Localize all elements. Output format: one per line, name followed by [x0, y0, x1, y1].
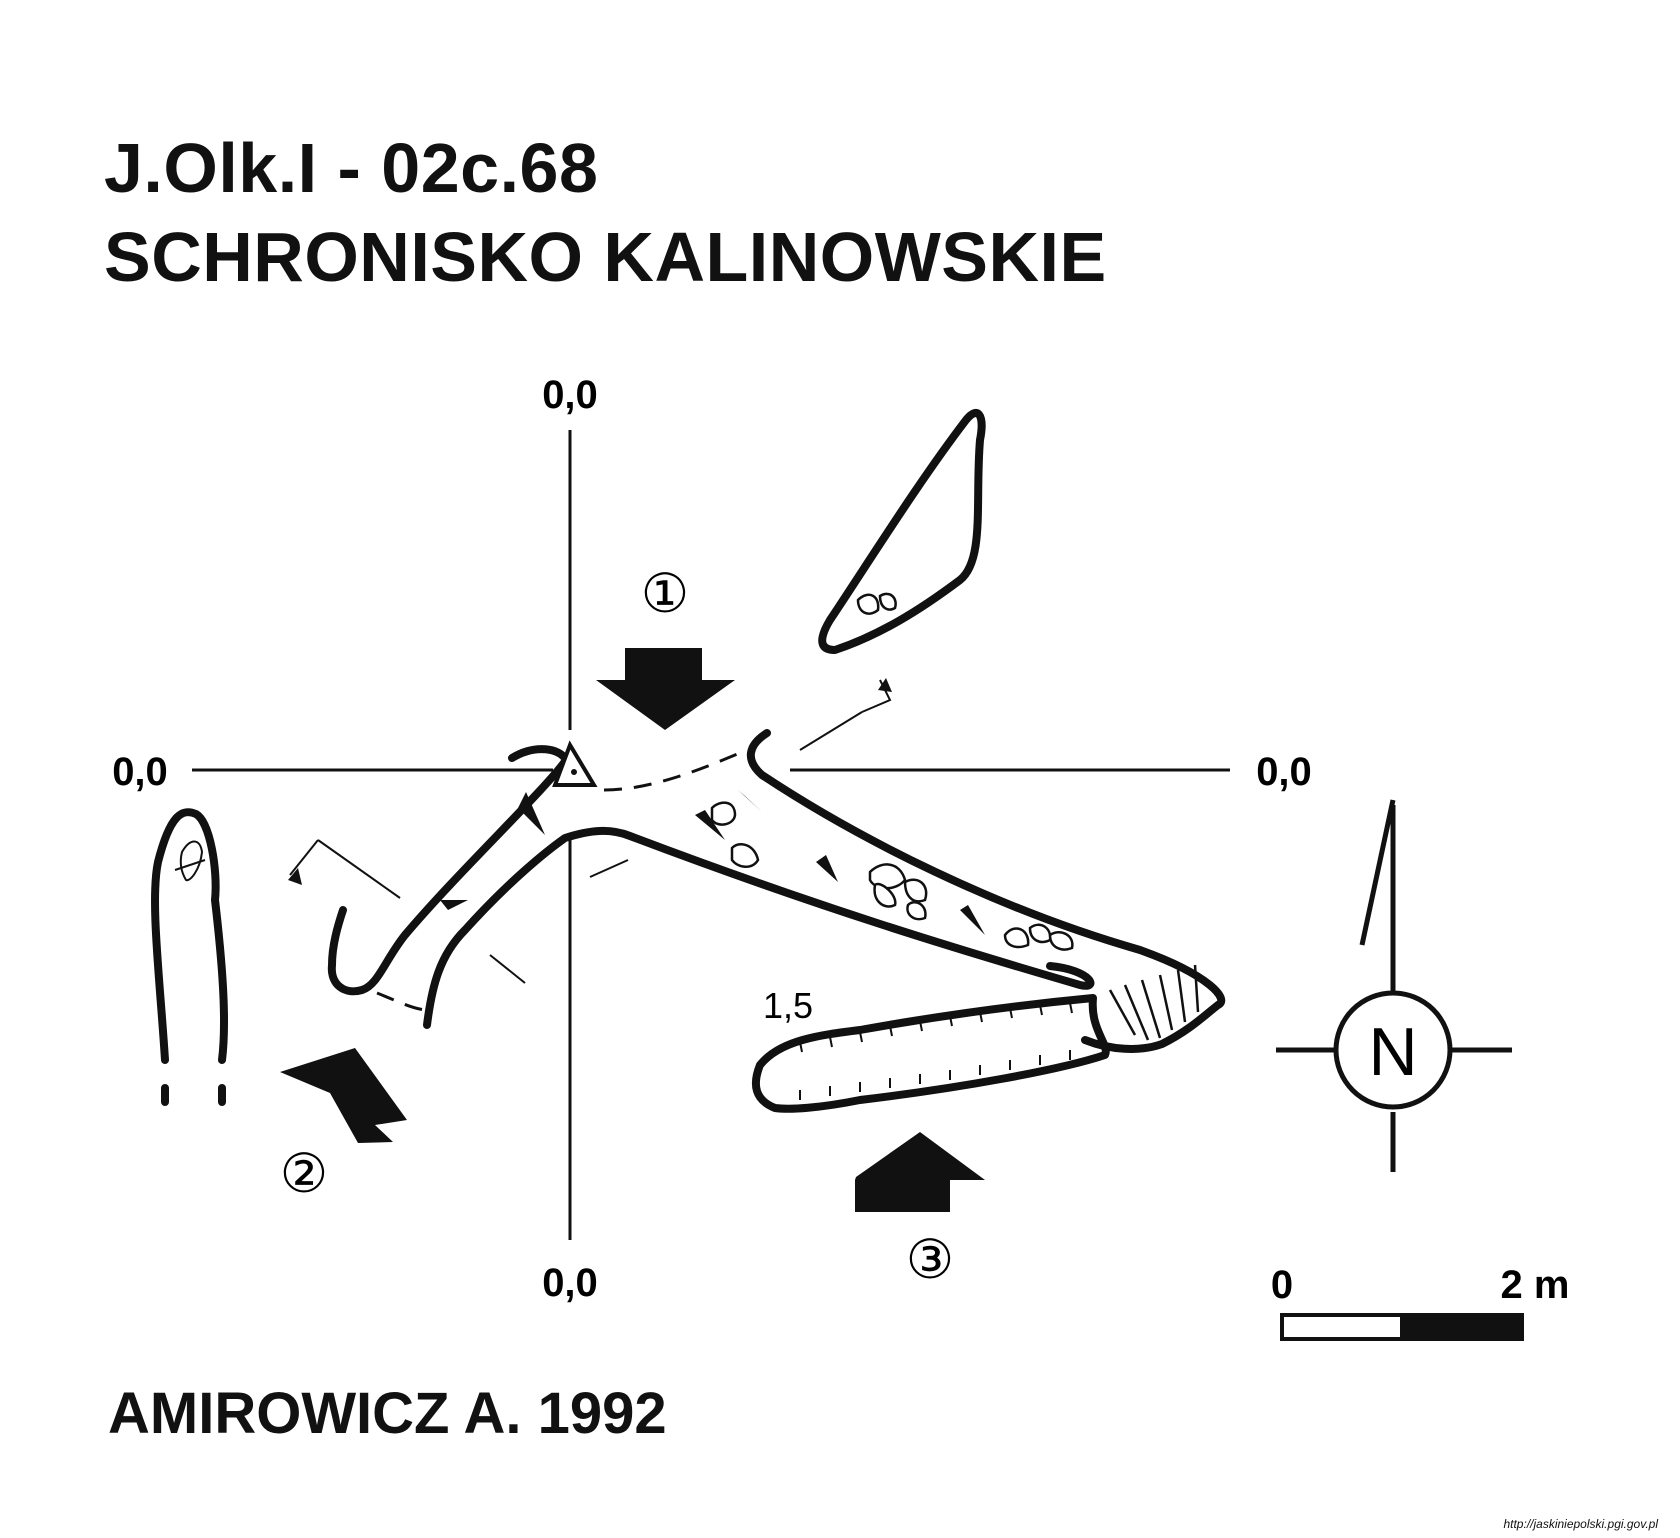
cave-id-title: J.Olk.I - 02c.68 [104, 129, 599, 207]
section-marker-3: ③ [906, 1230, 954, 1290]
upper-main-wall [747, 729, 1226, 1053]
lower-main-wall [423, 826, 1095, 1029]
axis-label-top: 0,0 [542, 373, 598, 417]
guide-line-4 [489, 954, 526, 984]
slope-wedge [440, 900, 468, 910]
axis-label-left: 0,0 [112, 750, 168, 794]
arrowhead-2 [288, 868, 302, 885]
scale-end-label: 2 m [1501, 1263, 1570, 1307]
cross-section-axes [192, 430, 1230, 1240]
drip-line-upper [603, 750, 743, 792]
scale-bar: 0 2 m [1271, 1263, 1570, 1341]
side-profile [151, 808, 229, 1064]
drip-lines [376, 750, 743, 1012]
drip-line-lower [376, 991, 426, 1012]
guide-line-2 [317, 839, 401, 899]
arrowhead-1 [878, 678, 892, 692]
chamber-ticks [799, 1002, 1073, 1100]
north-compass-icon: N [1276, 799, 1512, 1172]
slope-wedge [738, 790, 762, 812]
rubble-blocks [710, 592, 1074, 951]
cave-name-title: SCHRONISKO KALINOWSKIE [104, 218, 1107, 296]
guide-line-3 [589, 859, 629, 878]
side-profile-ends [161, 1084, 226, 1106]
survey-station-icon [552, 740, 598, 787]
guide-arrow-2 [289, 839, 319, 876]
section-arrow-2 [280, 1048, 407, 1143]
side-profile-block [179, 840, 204, 882]
slope-wedge [518, 792, 545, 835]
depth-label: 1,5 [763, 985, 813, 1026]
scale-start-label: 0 [1271, 1263, 1293, 1307]
north-label: N [1368, 1014, 1417, 1090]
axis-label-bottom: 0,0 [542, 1261, 598, 1305]
section-arrow-3 [855, 1132, 985, 1212]
cave-walls [151, 409, 1226, 1113]
axis-label-right: 0,0 [1256, 750, 1312, 794]
section-marker-1: ① [641, 564, 689, 624]
section-arrow-1 [596, 648, 735, 730]
slope-wedge [816, 855, 838, 882]
hatched-slope [1108, 964, 1200, 1041]
slope-markers [440, 790, 985, 935]
slope-wedge [695, 810, 725, 840]
upper-side-chamber [818, 409, 986, 654]
section-marker-2: ② [280, 1144, 328, 1204]
guide-line-1 [799, 711, 863, 751]
slope-wedge [960, 905, 985, 935]
author-credit: AMIROWICZ A. 1992 [108, 1381, 667, 1446]
guide-lines [289, 679, 892, 984]
source-url: http://jaskiniepolski.pgi.gov.pl [1503, 1517, 1658, 1531]
lower-chamber [751, 994, 1110, 1113]
